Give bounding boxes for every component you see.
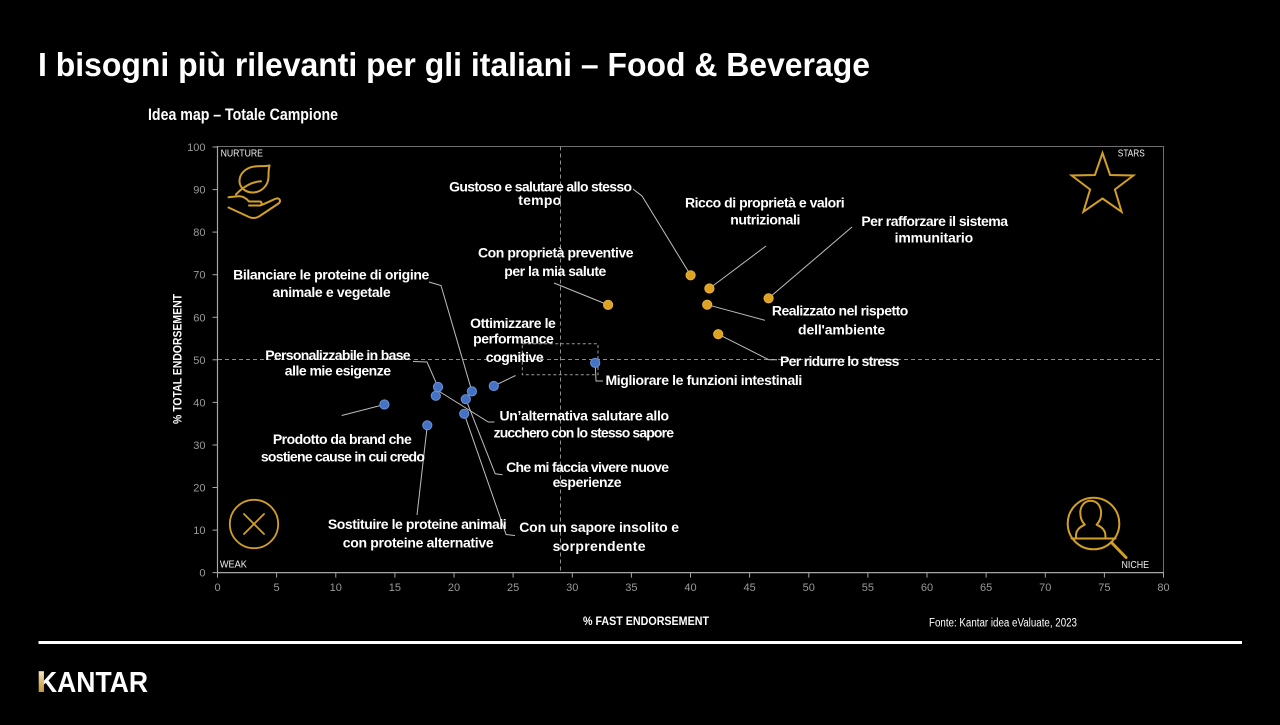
- svg-text:I bisogni più rilevanti per gl: I bisogni più rilevanti per gli italiani…: [38, 46, 870, 83]
- svg-text:30: 30: [566, 582, 578, 594]
- svg-text:100: 100: [187, 142, 205, 154]
- svg-text:nutrizionali: nutrizionali: [730, 212, 800, 228]
- svg-text:55: 55: [862, 582, 874, 594]
- svg-text:20: 20: [448, 582, 460, 594]
- svg-text:NURTURE: NURTURE: [221, 149, 264, 160]
- svg-text:cognitive: cognitive: [486, 349, 544, 365]
- svg-text:0: 0: [199, 568, 205, 580]
- svg-text:20: 20: [193, 483, 205, 495]
- svg-text:Per rafforzare il sistema: Per rafforzare il sistema: [861, 213, 1008, 229]
- svg-text:5: 5: [274, 582, 280, 594]
- svg-text:Per ridurre lo stress: Per ridurre lo stress: [780, 353, 900, 369]
- svg-text:immunitario: immunitario: [895, 230, 974, 246]
- svg-text:80: 80: [1157, 582, 1169, 594]
- svg-text:25: 25: [507, 582, 519, 594]
- svg-text:70: 70: [1039, 582, 1051, 594]
- svg-text:45: 45: [743, 582, 755, 594]
- svg-text:10: 10: [193, 525, 205, 537]
- svg-text:dell'ambiente: dell'ambiente: [798, 322, 885, 338]
- svg-text:40: 40: [684, 582, 696, 594]
- svg-text:Bilanciare le proteine di ori: Bilanciare le proteine di origine: [233, 267, 429, 283]
- svg-text:50: 50: [803, 582, 815, 594]
- svg-text:performance: performance: [473, 331, 554, 347]
- svg-text:animale e vegetale: animale e vegetale: [273, 284, 391, 300]
- svg-text:KANTAR: KANTAR: [38, 667, 148, 699]
- svg-text:70: 70: [193, 270, 205, 282]
- svg-text:WEAK: WEAK: [220, 560, 247, 571]
- svg-text:Realizzato nel rispetto: Realizzato nel rispetto: [772, 303, 909, 319]
- svg-text:60: 60: [921, 582, 933, 594]
- svg-text:50: 50: [193, 355, 205, 367]
- svg-text:Con un sapore insolito e: Con un sapore insolito e: [519, 519, 679, 535]
- svg-text:65: 65: [980, 582, 992, 594]
- svg-text:0: 0: [214, 582, 220, 594]
- svg-text:NICHE: NICHE: [1122, 560, 1150, 571]
- svg-text:80: 80: [193, 227, 205, 239]
- svg-text:tempo: tempo: [518, 192, 561, 208]
- svg-text:40: 40: [193, 397, 205, 409]
- svg-text:60: 60: [193, 312, 205, 324]
- svg-text:Fonte: Kantar idea eValuate, 2: Fonte: Kantar idea eValuate, 2023: [929, 618, 1077, 630]
- svg-text:Che mi faccia vivere nuove: Che mi faccia vivere nuove: [506, 459, 669, 475]
- svg-text:con proteine alternative: con proteine alternative: [343, 534, 494, 550]
- svg-text:Un’alternativa salutare allo: Un’alternativa salutare allo: [500, 407, 670, 423]
- svg-text:15: 15: [389, 582, 401, 594]
- svg-text:Personalizzabile in base: Personalizzabile in base: [265, 347, 411, 363]
- svg-text:% TOTAL ENDORSEMENT: % TOTAL ENDORSEMENT: [173, 294, 185, 424]
- svg-text:STARS: STARS: [1118, 149, 1145, 160]
- svg-text:Ricco di proprietà e valori: Ricco di proprietà e valori: [685, 195, 845, 211]
- svg-text:% FAST ENDORSEMENT: % FAST ENDORSEMENT: [583, 616, 709, 628]
- svg-text:Ottimizzare le: Ottimizzare le: [470, 315, 556, 331]
- svg-text:Prodotto da brand che: Prodotto da brand che: [273, 431, 412, 447]
- svg-text:per la mia salute: per la mia salute: [504, 263, 606, 279]
- svg-text:35: 35: [625, 582, 637, 594]
- svg-text:Con proprietà preventive: Con proprietà preventive: [478, 245, 634, 261]
- svg-text:sostiene cause in cui credo: sostiene cause in cui credo: [261, 449, 425, 465]
- svg-text:Gustoso e salutare allo stesso: Gustoso e salutare allo stesso: [449, 179, 632, 195]
- svg-text:75: 75: [1098, 582, 1110, 594]
- svg-text:Migliorare le funzioni intesti: Migliorare le funzioni intestinali: [606, 372, 803, 388]
- svg-text:10: 10: [330, 582, 342, 594]
- svg-text:Sostituire le proteine animali: Sostituire le proteine animali: [328, 516, 507, 532]
- svg-text:zucchero con lo stesso sapore: zucchero con lo stesso sapore: [494, 425, 675, 441]
- svg-text:sorprendente: sorprendente: [553, 538, 646, 554]
- svg-text:esperienze: esperienze: [553, 474, 622, 490]
- svg-text:Idea map – Totale Campione: Idea map – Totale Campione: [148, 105, 338, 124]
- svg-text:30: 30: [193, 440, 205, 452]
- svg-text:alle mie esigenze: alle mie esigenze: [285, 362, 391, 378]
- svg-text:90: 90: [193, 185, 205, 197]
